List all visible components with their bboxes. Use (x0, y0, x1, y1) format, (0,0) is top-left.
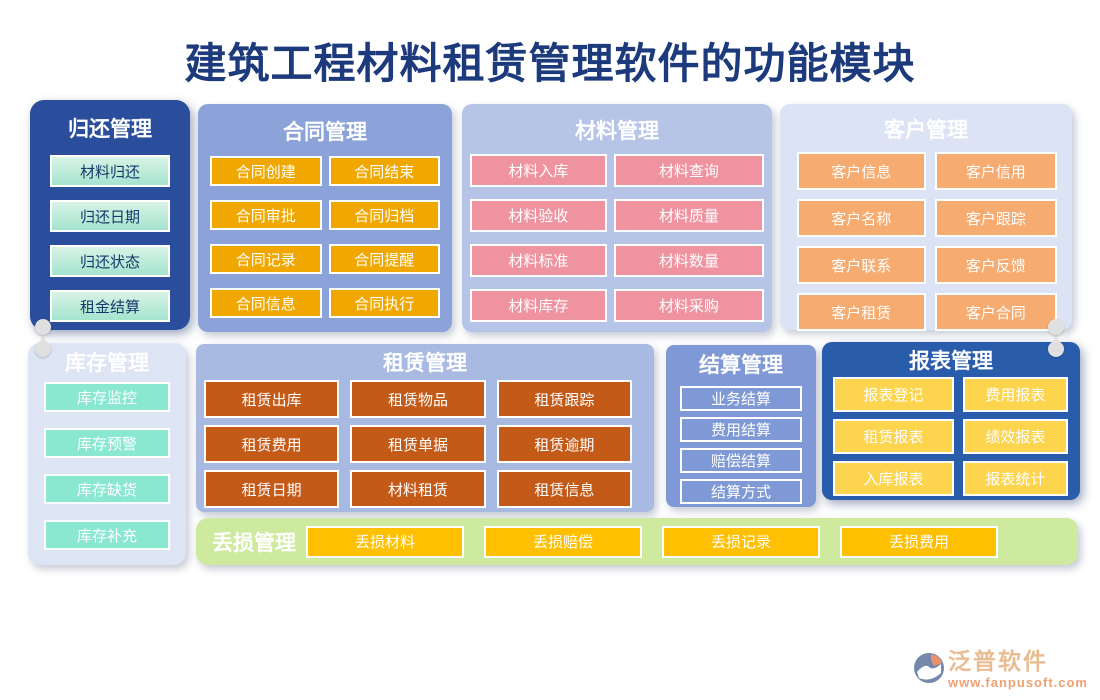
panel-return-title: 归还管理 (68, 116, 152, 141)
settlement-module-button[interactable]: 结算方式 (680, 479, 802, 504)
customer-module-button[interactable]: 客户联系 (797, 246, 926, 284)
panel-report-management: 报表管理 报表登记 费用报表 租赁报表 绩效报表 入库报表 报表统计 (822, 342, 1080, 500)
panel-contract-title: 合同管理 (283, 119, 367, 144)
customer-module-button[interactable]: 客户信用 (934, 152, 1057, 190)
panel-settlement-management: 结算管理 业务结算 费用结算 赔偿结算 结算方式 (666, 345, 816, 507)
brand-website: www.fanpusoft.com (947, 675, 1088, 690)
report-module-button[interactable]: 绩效报表 (962, 419, 1068, 454)
connector-pin-left (35, 319, 51, 357)
fanpu-logo-icon (913, 653, 944, 683)
panel-contract-management: 合同管理 合同创建 合同结束 合同审批 合同归档 合同记录 合同提醒 合同信息 … (198, 104, 452, 332)
panel-customer-title: 客户管理 (884, 117, 968, 142)
loss-module-button[interactable]: 丢损记录 (662, 525, 820, 558)
brand-footer: 泛普软件 www.fanpusoft.com (912, 649, 1088, 690)
panel-rental-management: 租赁管理 租赁出库 租赁物品 租赁跟踪 租赁费用 租赁单据 租赁逾期 租赁日期 … (196, 344, 654, 512)
material-module-button[interactable]: 材料验收 (470, 199, 607, 232)
customer-module-button[interactable]: 客户反馈 (934, 246, 1057, 284)
loss-module-button[interactable]: 丢损费用 (840, 525, 998, 558)
panel-report-title: 报表管理 (909, 348, 993, 373)
settlement-module-button[interactable]: 业务结算 (680, 386, 802, 411)
loss-module-button[interactable]: 丢损赔偿 (484, 525, 642, 558)
brand-name: 泛普软件 (947, 648, 1048, 674)
contract-module-button[interactable]: 合同归档 (328, 200, 440, 230)
inventory-module-button[interactable]: 库存缺货 (44, 474, 170, 504)
page-title: 建筑工程材料租赁管理软件的功能模块 (184, 39, 916, 88)
rental-module-button[interactable]: 租赁信息 (496, 470, 632, 508)
contract-module-button[interactable]: 合同提醒 (328, 244, 440, 274)
customer-module-button[interactable]: 客户信息 (797, 152, 926, 190)
panel-loss-title: 丢损管理 (212, 529, 296, 555)
material-module-button[interactable]: 材料采购 (613, 289, 764, 322)
settlement-module-button[interactable]: 赔偿结算 (680, 448, 802, 473)
report-module-button[interactable]: 入库报表 (833, 461, 954, 496)
report-module-button[interactable]: 报表统计 (962, 461, 1068, 496)
inventory-module-button[interactable]: 库存预警 (44, 428, 170, 458)
material-module-button[interactable]: 材料库存 (470, 289, 607, 322)
contract-module-button[interactable]: 合同结束 (328, 156, 440, 186)
panel-inventory-title: 库存管理 (65, 350, 149, 375)
rental-module-button[interactable]: 租赁出库 (204, 380, 340, 418)
report-module-button[interactable]: 报表登记 (833, 377, 954, 412)
panel-loss-management: 丢损管理 丢损材料 丢损赔偿 丢损记录 丢损费用 (196, 518, 1078, 565)
contract-module-button[interactable]: 合同信息 (210, 288, 322, 318)
material-module-button[interactable]: 材料数量 (613, 244, 764, 277)
rental-module-button[interactable]: 租赁物品 (350, 380, 486, 418)
material-module-button[interactable]: 材料查询 (613, 154, 764, 187)
return-module-button[interactable]: 租金结算 (50, 290, 170, 322)
rental-module-button[interactable]: 租赁单据 (350, 425, 486, 463)
loss-module-button[interactable]: 丢损材料 (306, 525, 464, 558)
inventory-module-button[interactable]: 库存补充 (44, 520, 170, 550)
return-module-button[interactable]: 材料归还 (50, 155, 170, 187)
customer-module-button[interactable]: 客户合同 (934, 293, 1057, 331)
customer-module-button[interactable]: 客户名称 (797, 199, 926, 237)
settlement-module-button[interactable]: 费用结算 (680, 417, 802, 442)
brand-text-block: 泛普软件 www.fanpusoft.com (948, 649, 1088, 690)
panel-material-management: 材料管理 材料入库 材料查询 材料验收 材料质量 材料标准 材料数量 材料库存 … (462, 104, 772, 332)
rental-module-button[interactable]: 租赁跟踪 (496, 380, 632, 418)
rental-module-button[interactable]: 租赁日期 (204, 470, 340, 508)
material-module-button[interactable]: 材料入库 (470, 154, 607, 187)
customer-module-button[interactable]: 客户跟踪 (934, 199, 1057, 237)
rental-module-button[interactable]: 租赁逾期 (496, 425, 632, 463)
connector-pin-right (1048, 319, 1064, 357)
contract-module-button[interactable]: 合同记录 (210, 244, 322, 274)
material-module-button[interactable]: 材料质量 (613, 199, 764, 232)
material-module-button[interactable]: 材料标准 (470, 244, 607, 277)
report-module-button[interactable]: 费用报表 (962, 377, 1068, 412)
contract-module-button[interactable]: 合同执行 (328, 288, 440, 318)
return-module-button[interactable]: 归还状态 (50, 245, 170, 277)
contract-module-button[interactable]: 合同审批 (210, 200, 322, 230)
contract-module-button[interactable]: 合同创建 (210, 156, 322, 186)
rental-module-button[interactable]: 材料租赁 (350, 470, 486, 508)
report-module-button[interactable]: 租赁报表 (833, 419, 954, 454)
panel-material-title: 材料管理 (575, 118, 659, 143)
panel-rental-title: 租赁管理 (383, 350, 467, 375)
panel-settlement-title: 结算管理 (699, 352, 783, 377)
panel-inventory-management: 库存管理 库存监控 库存预警 库存缺货 库存补充 (28, 343, 186, 565)
return-module-button[interactable]: 归还日期 (50, 200, 170, 232)
panel-customer-management: 客户管理 客户信息 客户信用 客户名称 客户跟踪 客户联系 客户反馈 客户租赁 … (780, 104, 1072, 331)
rental-module-button[interactable]: 租赁费用 (204, 425, 340, 463)
customer-module-button[interactable]: 客户租赁 (797, 293, 926, 331)
panel-return-management: 归还管理 材料归还 归还日期 归还状态 租金结算 (30, 100, 190, 330)
inventory-module-button[interactable]: 库存监控 (44, 382, 170, 412)
